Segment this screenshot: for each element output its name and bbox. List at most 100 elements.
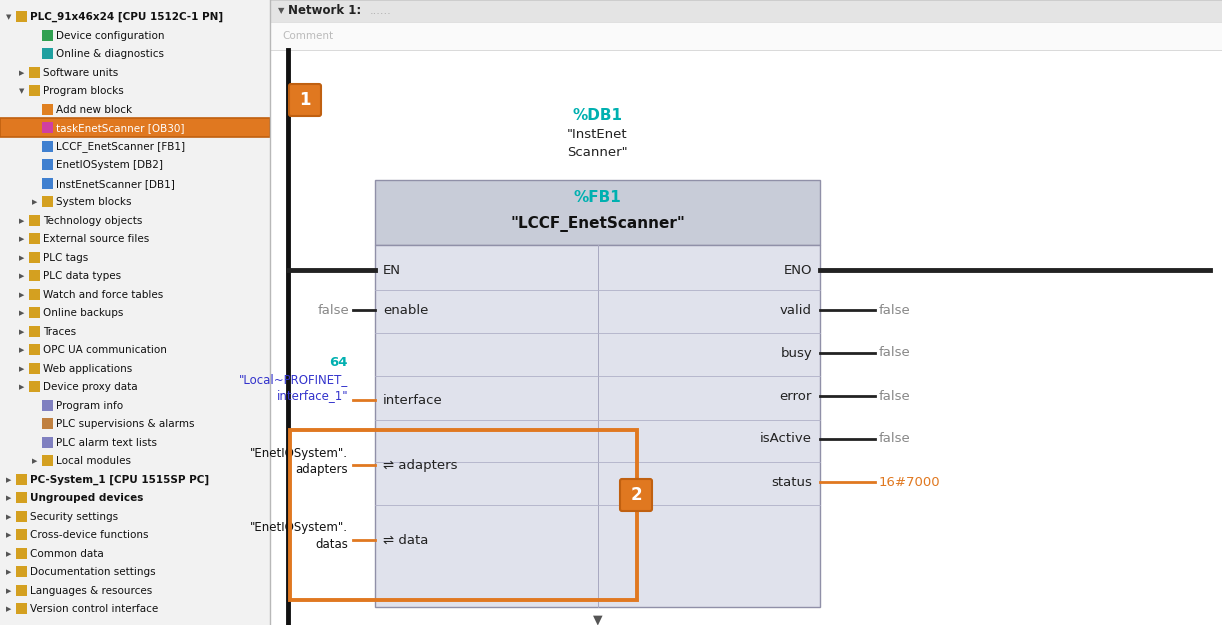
Text: PLC supervisions & alarms: PLC supervisions & alarms bbox=[56, 419, 194, 429]
Text: Documentation settings: Documentation settings bbox=[31, 568, 155, 578]
Bar bbox=[42, 436, 53, 447]
Text: Security settings: Security settings bbox=[31, 512, 119, 522]
Text: External source files: External source files bbox=[43, 234, 149, 244]
Bar bbox=[29, 307, 40, 318]
Text: Network 1:: Network 1: bbox=[288, 4, 362, 18]
Text: ▶: ▶ bbox=[20, 292, 24, 297]
Text: false: false bbox=[879, 304, 910, 316]
Text: Device configuration: Device configuration bbox=[56, 31, 165, 41]
Text: Online backups: Online backups bbox=[43, 308, 123, 318]
Bar bbox=[42, 159, 53, 170]
Text: "Local~PROFINET_: "Local~PROFINET_ bbox=[238, 374, 348, 386]
Bar bbox=[16, 603, 27, 614]
Bar bbox=[29, 289, 40, 299]
Bar bbox=[29, 344, 40, 355]
Text: %DB1: %DB1 bbox=[572, 107, 622, 122]
Text: ▶: ▶ bbox=[20, 70, 24, 76]
Text: ▼: ▼ bbox=[20, 88, 24, 94]
Text: PC-System_1 [CPU 1515SP PC]: PC-System_1 [CPU 1515SP PC] bbox=[31, 474, 209, 485]
Text: Device proxy data: Device proxy data bbox=[43, 382, 138, 392]
Bar bbox=[42, 177, 53, 189]
Bar bbox=[0, 118, 270, 136]
Text: false: false bbox=[879, 389, 910, 402]
Text: ▶: ▶ bbox=[20, 329, 24, 335]
Text: isActive: isActive bbox=[760, 432, 811, 446]
Text: ▶: ▶ bbox=[20, 217, 24, 224]
Text: ENO: ENO bbox=[783, 264, 811, 276]
Text: ▼: ▼ bbox=[6, 14, 11, 20]
Text: ▶: ▶ bbox=[20, 348, 24, 353]
Bar bbox=[16, 474, 27, 484]
Bar bbox=[42, 104, 53, 114]
Text: ▶: ▶ bbox=[20, 255, 24, 261]
Bar bbox=[0, 0, 270, 625]
Text: Ungrouped devices: Ungrouped devices bbox=[31, 493, 143, 503]
Text: Program info: Program info bbox=[56, 401, 123, 411]
Text: adapters: adapters bbox=[296, 464, 348, 476]
Text: LCCF_EnetScanner [FB1]: LCCF_EnetScanner [FB1] bbox=[56, 141, 185, 152]
Text: PLC_91x46x24 [CPU 1512C-1 PN]: PLC_91x46x24 [CPU 1512C-1 PN] bbox=[31, 12, 224, 22]
Bar bbox=[29, 251, 40, 262]
Bar bbox=[16, 548, 27, 559]
Text: Common data: Common data bbox=[31, 549, 104, 559]
Text: interface: interface bbox=[382, 394, 442, 406]
Bar bbox=[16, 11, 27, 22]
Text: Traces: Traces bbox=[43, 327, 76, 337]
Text: Cross-device functions: Cross-device functions bbox=[31, 530, 149, 540]
Bar bbox=[29, 362, 40, 374]
Text: enable: enable bbox=[382, 304, 429, 316]
Bar bbox=[29, 381, 40, 392]
Text: Add new block: Add new block bbox=[56, 105, 132, 115]
Text: Software units: Software units bbox=[43, 68, 119, 78]
Text: ......: ...... bbox=[370, 6, 392, 16]
Text: Technology objects: Technology objects bbox=[43, 216, 143, 226]
Text: "InstEnet: "InstEnet bbox=[567, 129, 628, 141]
Bar bbox=[375, 245, 820, 607]
Bar bbox=[16, 511, 27, 521]
Bar bbox=[42, 418, 53, 429]
Bar bbox=[42, 48, 53, 59]
Text: "EnetIOSystem".: "EnetIOSystem". bbox=[251, 521, 348, 534]
Text: valid: valid bbox=[780, 304, 811, 316]
Text: ▶: ▶ bbox=[6, 514, 11, 520]
Text: ▶: ▶ bbox=[20, 273, 24, 279]
Text: busy: busy bbox=[781, 346, 811, 359]
FancyBboxPatch shape bbox=[288, 84, 321, 116]
Text: ▶: ▶ bbox=[32, 458, 38, 464]
Text: Online & diagnostics: Online & diagnostics bbox=[56, 49, 164, 59]
Text: ▼: ▼ bbox=[593, 613, 602, 625]
Bar bbox=[29, 85, 40, 96]
FancyBboxPatch shape bbox=[620, 479, 653, 511]
Text: datas: datas bbox=[315, 539, 348, 551]
Bar bbox=[290, 430, 637, 600]
Text: ▶: ▶ bbox=[20, 310, 24, 316]
Bar bbox=[375, 180, 820, 245]
Text: InstEnetScanner [DB1]: InstEnetScanner [DB1] bbox=[56, 179, 175, 189]
Bar bbox=[270, 0, 1222, 625]
Text: Scanner": Scanner" bbox=[567, 146, 628, 159]
Bar bbox=[42, 122, 53, 133]
Text: "EnetIOSystem".: "EnetIOSystem". bbox=[251, 446, 348, 459]
Text: ▶: ▶ bbox=[20, 236, 24, 242]
Text: error: error bbox=[780, 389, 811, 402]
Bar bbox=[42, 399, 53, 411]
Bar bbox=[29, 66, 40, 78]
Text: EnetIOSystem [DB2]: EnetIOSystem [DB2] bbox=[56, 160, 163, 170]
Text: Languages & resources: Languages & resources bbox=[31, 586, 153, 596]
Text: interface_1": interface_1" bbox=[276, 389, 348, 402]
Text: 64: 64 bbox=[330, 356, 348, 369]
Text: ▶: ▶ bbox=[6, 495, 11, 501]
Bar bbox=[16, 529, 27, 540]
Text: ⇌ adapters: ⇌ adapters bbox=[382, 459, 457, 471]
Text: false: false bbox=[879, 432, 910, 446]
Bar bbox=[270, 0, 1222, 22]
Text: ▼: ▼ bbox=[277, 6, 285, 16]
Text: ▶: ▶ bbox=[6, 588, 11, 594]
Text: %FB1: %FB1 bbox=[573, 191, 621, 206]
Bar bbox=[16, 566, 27, 577]
Bar bbox=[16, 492, 27, 503]
Text: "LCCF_EnetScanner": "LCCF_EnetScanner" bbox=[510, 216, 686, 232]
Text: EN: EN bbox=[382, 264, 401, 276]
Text: ▶: ▶ bbox=[20, 366, 24, 372]
Text: ▶: ▶ bbox=[6, 477, 11, 482]
